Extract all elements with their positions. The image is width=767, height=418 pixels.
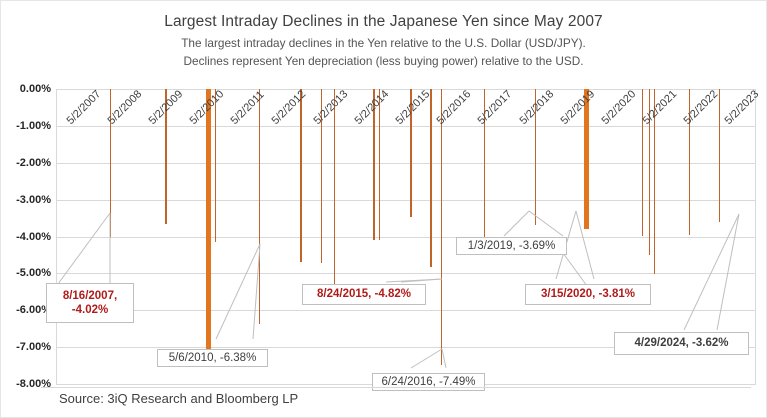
- callout-2016-label: 6/24/2016, -7.49%: [381, 375, 476, 388]
- callout-2007[interactable]: 8/16/2007, -4.02%: [46, 283, 134, 323]
- y-axis-tick-label: -2.00%: [16, 156, 51, 169]
- callout-2019-label: 1/3/2019, -3.69%: [467, 239, 556, 252]
- gridline: [56, 310, 756, 312]
- bar: [320, 89, 323, 264]
- y-axis-tick-label: -4.00%: [16, 230, 51, 243]
- callout-2024-label: 4/29/2024, -3.62%: [634, 337, 729, 350]
- y-axis-tick-label: -3.00%: [16, 193, 51, 206]
- callout-2020[interactable]: 3/15/2020, -3.81%: [525, 284, 651, 305]
- callout-2024[interactable]: 4/29/2024, -3.62%: [614, 332, 749, 355]
- y-axis-tick-label: -1.00%: [16, 119, 51, 132]
- bar: [688, 89, 691, 235]
- bar: [373, 89, 375, 241]
- bar: [214, 89, 217, 242]
- gridline: [56, 273, 756, 275]
- y-axis-labels: 0.00% -1.00% -2.00% -3.00% -4.00% -5.00% -6.00…: [1, 83, 51, 390]
- subtitle-line-1: The largest intraday declines in the Yen…: [181, 36, 586, 50]
- bar: [584, 89, 590, 230]
- bar: [109, 89, 112, 238]
- bar: [641, 89, 644, 236]
- gridline: [56, 162, 756, 164]
- bar: [648, 89, 651, 255]
- callout-2015[interactable]: 8/24/2015, -4.82%: [302, 284, 426, 305]
- y-axis-tick-label: -7.00%: [16, 341, 51, 354]
- bar: [378, 89, 381, 241]
- footer-divider: [41, 387, 751, 388]
- bar: [410, 89, 412, 218]
- callout-2019[interactable]: 1/3/2019, -3.69%: [456, 237, 567, 255]
- y-axis-tick-label: -5.00%: [16, 267, 51, 280]
- gridline: [56, 89, 756, 90]
- y-axis-tick-label: -8.00%: [16, 378, 51, 390]
- callout-2010[interactable]: 5/6/2010, -6.38%: [157, 349, 268, 367]
- bar: [300, 89, 302, 263]
- bar: [430, 89, 432, 267]
- gridline: [56, 199, 756, 201]
- y-axis-tick-label: -6.00%: [16, 304, 51, 317]
- callout-2016[interactable]: 6/24/2016, -7.49%: [372, 373, 485, 391]
- bar: [718, 89, 721, 223]
- gridline: [56, 236, 756, 238]
- bar: [483, 89, 486, 254]
- callout-2007-line1: 8/16/2007,: [62, 289, 118, 302]
- gridline: [56, 125, 756, 127]
- bar: [534, 89, 537, 226]
- callout-2020-label: 3/15/2020, -3.81%: [541, 288, 635, 301]
- subtitle-line-2: Declines represent Yen depreciation (les…: [183, 54, 584, 68]
- page-title: Largest Intraday Declines in the Japanes…: [164, 13, 603, 30]
- bar: [333, 89, 336, 286]
- bar: [206, 89, 212, 355]
- bar: [165, 89, 167, 224]
- bar: [258, 89, 261, 325]
- y-axis-tick-label: 0.00%: [19, 83, 51, 95]
- callout-2010-label: 5/6/2010, -6.38%: [168, 351, 257, 364]
- callout-2015-label: 8/24/2015, -4.82%: [317, 288, 411, 301]
- callout-2007-line2: -4.02%: [71, 304, 109, 316]
- source-note: Source: 3iQ Research and Bloomberg LP: [59, 391, 299, 406]
- gridline: [56, 347, 756, 349]
- bar: [440, 89, 443, 366]
- bar: [653, 89, 656, 275]
